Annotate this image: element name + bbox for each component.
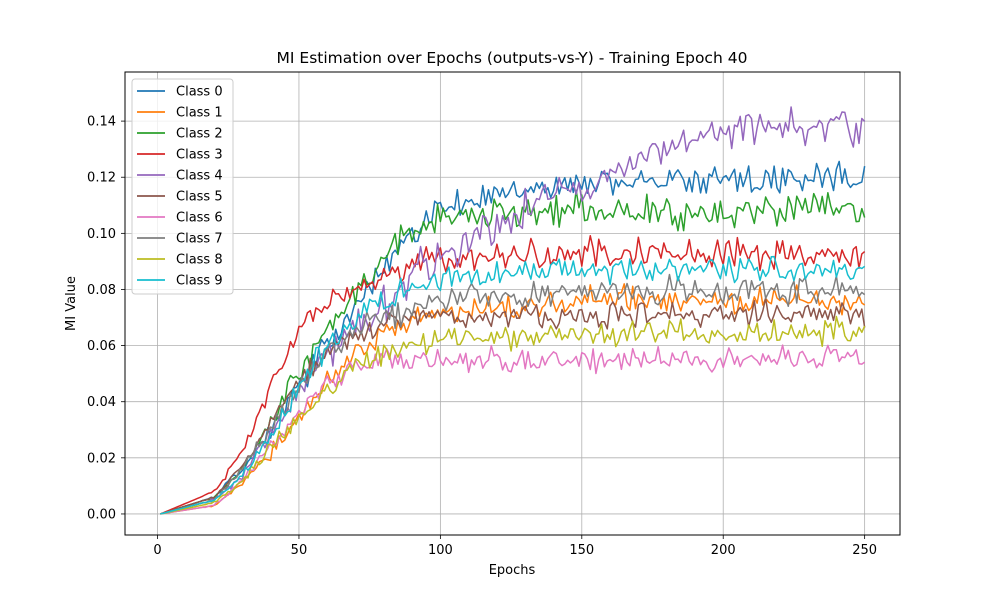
series-line-class-7 xyxy=(160,273,866,515)
x-axis-ticks: 0 50 100 150 200 250 xyxy=(153,535,877,558)
y-tick-label: 0.12 xyxy=(87,171,116,186)
x-tick-label: 100 xyxy=(428,543,453,558)
legend-label: Class 1 xyxy=(176,106,223,121)
legend-label: Class 7 xyxy=(176,232,223,247)
y-tick-label: 0.04 xyxy=(87,395,116,410)
y-tick-label: 0.14 xyxy=(87,115,116,130)
x-tick-label: 50 xyxy=(291,543,308,558)
series-line-class-8 xyxy=(160,315,866,515)
series-line-class-0 xyxy=(160,160,866,515)
legend-label: Class 8 xyxy=(176,253,223,268)
y-tick-label: 0.02 xyxy=(87,451,116,466)
legend-label: Class 2 xyxy=(176,127,223,142)
series-lines xyxy=(160,106,866,515)
y-tick-label: 0.00 xyxy=(87,507,116,522)
legend-label: Class 9 xyxy=(176,274,223,289)
legend-label: Class 4 xyxy=(176,169,223,184)
y-axis-label: MI Value xyxy=(64,276,79,331)
x-tick-label: 200 xyxy=(711,543,736,558)
series-line-class-2 xyxy=(160,189,866,515)
y-tick-label: 0.06 xyxy=(87,339,116,354)
x-axis-label: Epochs xyxy=(489,563,536,578)
legend-label: Class 5 xyxy=(176,190,223,205)
series-line-class-5 xyxy=(160,297,866,515)
x-tick-label: 150 xyxy=(569,543,594,558)
x-tick-label: 250 xyxy=(852,543,877,558)
series-line-class-6 xyxy=(160,344,866,515)
series-line-class-9 xyxy=(160,255,866,515)
y-axis-ticks: 0.00 0.02 0.04 0.06 0.08 0.10 0.12 0.14 xyxy=(87,115,125,522)
legend-label: Class 0 xyxy=(176,85,223,100)
legend: Class 0 Class 1 Class 2 Class 3 Class 4 Class… xyxy=(131,78,234,295)
chart-title: MI Estimation over Epochs (outputs-vs-Y)… xyxy=(277,49,748,67)
legend-label: Class 3 xyxy=(176,148,223,163)
plot-frame xyxy=(124,71,901,536)
y-tick-label: 0.08 xyxy=(87,283,116,298)
series-line-class-3 xyxy=(160,234,866,515)
series-line-class-4 xyxy=(160,106,866,515)
x-tick-label: 0 xyxy=(153,543,161,558)
y-tick-label: 0.10 xyxy=(87,227,116,242)
legend-label: Class 6 xyxy=(176,211,223,226)
